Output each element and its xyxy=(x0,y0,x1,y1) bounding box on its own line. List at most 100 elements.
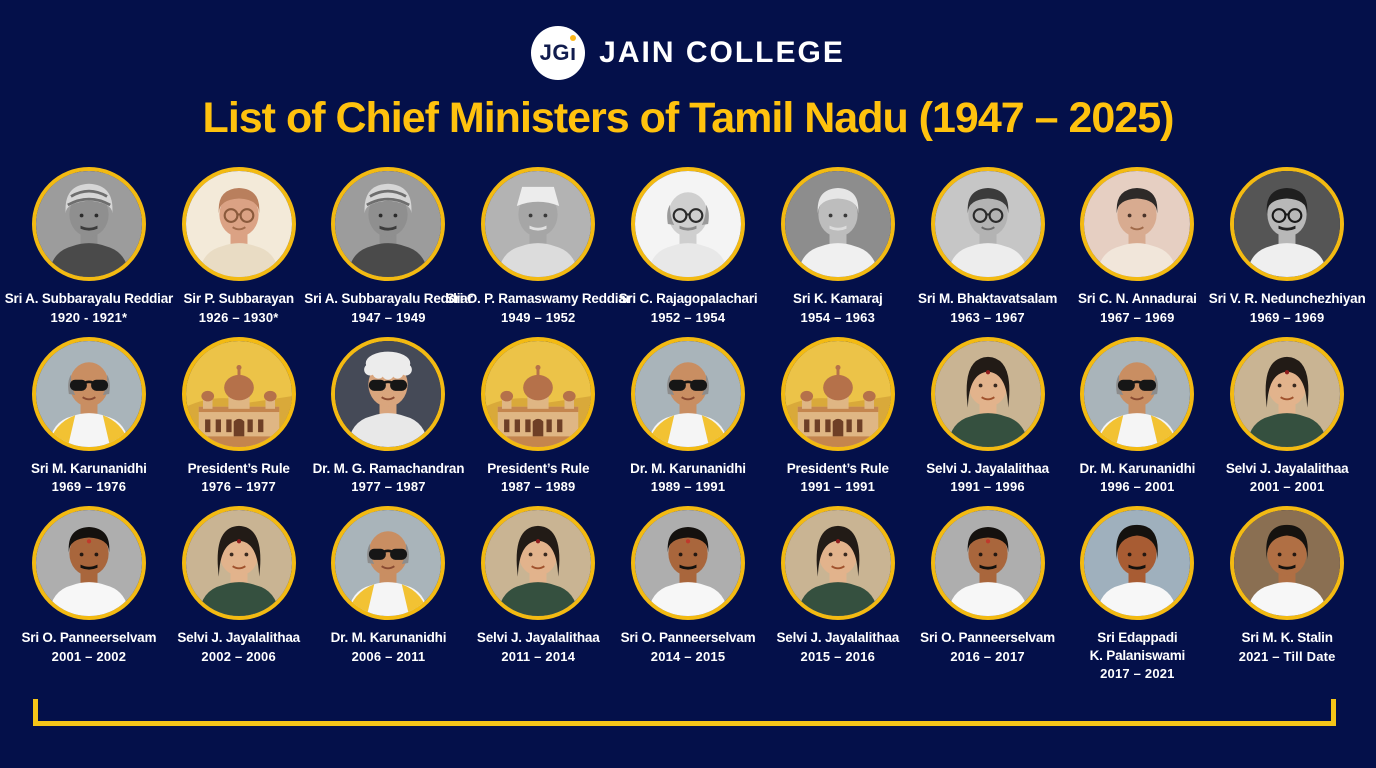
cm-row-2: Sri M. Karunanidhi 1969 – 1976 President’… xyxy=(14,336,1362,495)
cm-card: Sri O. Panneerselvam 2001 – 2002 xyxy=(14,506,164,681)
cm-years: 2006 – 2011 xyxy=(351,648,426,664)
cm-years: 1947 – 1949 xyxy=(351,309,426,325)
cm-card: Dr. M. G. Ramachandran 1977 – 1987 xyxy=(312,336,465,494)
college-name: JAIN COLLEGE xyxy=(599,36,845,69)
portrait-photo xyxy=(780,167,895,281)
cm-years: 2014 – 2015 xyxy=(650,648,726,664)
portrait-photo xyxy=(1230,506,1345,621)
presidents-rule-building-icon xyxy=(481,336,596,451)
cm-years: 2021 – Till Date xyxy=(1238,648,1336,664)
portrait-photo xyxy=(31,506,146,621)
cm-years: 1963 – 1967 xyxy=(950,309,1025,325)
cm-card: Sri A. Subbarayalu Reddiar 1947 – 1949 xyxy=(304,167,473,325)
cm-card: Sri Edappadi K. Palaniswami 2017 – 2021 xyxy=(1062,506,1212,681)
cm-card: Sri V. R. Nedunchezhiyan 1969 – 1969 xyxy=(1209,167,1366,325)
cm-card: Selvi J. Jayalalithaa 2015 – 2016 xyxy=(763,506,913,681)
portrait-photo xyxy=(31,336,146,451)
portrait-photo xyxy=(1080,336,1195,451)
logo-text-i: ı xyxy=(570,40,577,65)
cm-name: Selvi J. Jayalalithaa xyxy=(776,630,900,646)
cm-card: Sri M. Bhaktavatsalam 1963 – 1967 xyxy=(913,167,1063,325)
portrait-photo xyxy=(930,506,1045,621)
cm-name: Sri A. Subbarayalu Reddiar xyxy=(4,291,174,306)
cm-name: Dr. M. Karunanidhi xyxy=(630,460,746,476)
portrait-photo xyxy=(31,167,146,281)
cm-row-1: Sri A. Subbarayalu Reddiar 1920 - 1921* Si… xyxy=(5,167,1366,325)
cm-card: Sri O. Panneerselvam 2016 – 2017 xyxy=(913,506,1063,681)
cm-name: Selvi J. Jayalalithaa xyxy=(476,630,600,646)
cm-name: Sri A. Subbarayalu Reddiar xyxy=(304,291,473,306)
cm-years: 1969 – 1976 xyxy=(51,479,127,495)
cm-card: Dr. M. Karunanidhi 1989 – 1991 xyxy=(613,336,763,495)
portrait-photo xyxy=(331,167,446,281)
cm-years: 1949 – 1952 xyxy=(500,309,576,325)
cm-years: 1976 – 1977 xyxy=(201,479,276,495)
cm-years: 2011 – 2014 xyxy=(501,648,576,664)
portrait-photo xyxy=(1230,167,1345,281)
page-title: List of Chief Ministers of Tamil Nadu (1… xyxy=(202,94,1175,142)
cm-card: Selvi J. Jayalalithaa 1991 – 1996 xyxy=(913,336,1063,494)
cm-card: Dr. M. Karunanidhi 2006 – 2011 xyxy=(314,506,464,681)
presidents-rule-building-icon xyxy=(181,336,296,451)
portrait-photo xyxy=(631,336,746,451)
cm-name: Sri C. Rajagopalachari xyxy=(618,291,758,306)
header: JG ı JAIN COLLEGE xyxy=(0,0,1376,80)
cm-card: Sri C. Rajagopalachari 1952 – 1954 xyxy=(613,167,763,325)
cm-years: 2017 – 2021 xyxy=(1100,666,1175,682)
cm-name: President’s Rule xyxy=(786,460,889,476)
portrait-photo xyxy=(930,336,1045,451)
cm-years: 1952 – 1954 xyxy=(650,309,726,325)
cm-card: Selvi J. Jayalalithaa 2011 – 2014 xyxy=(463,506,613,681)
cm-name: Sri O. Panneerselvam xyxy=(620,630,756,646)
cm-name: Sri C. N. Annadurai xyxy=(1078,291,1197,306)
cm-name: Dr. M. Karunanidhi xyxy=(330,630,447,646)
cm-card: Sri M. Karunanidhi 1969 – 1976 xyxy=(14,336,164,495)
cm-name: Sri M. K. Stalin xyxy=(1241,630,1333,646)
cm-years: 2001 – 2002 xyxy=(51,648,127,664)
portrait-photo xyxy=(331,336,446,451)
cm-name: Dr. M. G. Ramachandran xyxy=(312,460,465,476)
cm-card: Selvi J. Jayalalithaa 2001 – 2001 xyxy=(1212,336,1362,495)
portrait-photo xyxy=(780,506,895,621)
cm-name: Dr. M. Karunanidhi xyxy=(1079,460,1196,476)
cm-card: Sri C. N. Annadurai 1967 – 1969 xyxy=(1062,167,1212,325)
cm-years: 1926 – 1930* xyxy=(198,309,279,325)
portrait-photo xyxy=(1230,336,1345,451)
cm-name: Sri K. Kamaraj xyxy=(793,291,883,306)
cm-card: Sir P. Subbarayan 1926 – 1930* xyxy=(164,167,314,325)
cm-name: Sri M. Karunanidhi xyxy=(31,460,147,476)
cm-name: Selvi J. Jayalalithaa xyxy=(1225,460,1349,476)
cm-card: President’s Rule 1987 – 1989 xyxy=(463,336,613,495)
cm-years: 1989 – 1991 xyxy=(650,479,726,495)
portrait-photo xyxy=(631,167,746,281)
portrait-photo xyxy=(631,506,746,621)
cm-years: 2001 – 2001 xyxy=(1249,479,1325,495)
cm-years: 2002 – 2006 xyxy=(201,648,276,664)
cm-card: President’s Rule 1976 – 1977 xyxy=(164,336,314,495)
cm-years: 1991 – 1991 xyxy=(800,479,876,495)
jgi-logo: JG ı xyxy=(531,26,586,80)
cm-name: Sri V. R. Nedunchezhiyan xyxy=(1208,291,1366,306)
portrait-photo xyxy=(181,506,296,621)
cm-card: Dr. M. Karunanidhi 1996 – 2001 xyxy=(1062,336,1212,494)
cm-name: President’s Rule xyxy=(187,460,290,476)
cm-name: Sri O. Panneerselvam xyxy=(920,630,1055,646)
cm-grid: Sri A. Subbarayalu Reddiar 1920 - 1921* Si… xyxy=(0,167,1376,681)
presidents-rule-building-icon xyxy=(780,336,895,451)
portrait-photo xyxy=(930,167,1045,281)
cm-name: Sri Edappadi K. Palaniswami xyxy=(1089,630,1186,663)
portrait-photo xyxy=(331,506,446,621)
cm-years: 1954 – 1963 xyxy=(800,309,876,325)
cm-card: Sri M. K. Stalin 2021 – Till Date xyxy=(1212,506,1362,681)
cm-card: Sri O. P. Ramaswamy Reddiar 1949 – 1952 xyxy=(446,167,631,325)
cm-name: Sir P. Subbarayan xyxy=(183,291,294,306)
portrait-photo xyxy=(481,167,596,281)
cm-row-3: Sri O. Panneerselvam 2001 – 2002 Selvi J. … xyxy=(14,506,1362,681)
logo-text-jg: JG xyxy=(539,40,570,65)
cm-years: 1969 – 1969 xyxy=(1249,309,1325,325)
portrait-photo xyxy=(481,506,596,621)
cm-years: 1987 – 1989 xyxy=(500,479,576,495)
portrait-photo xyxy=(181,167,296,281)
cm-name: Selvi J. Jayalalithaa xyxy=(926,460,1049,476)
cm-card: Sri A. Subbarayalu Reddiar 1920 - 1921* xyxy=(5,167,173,325)
